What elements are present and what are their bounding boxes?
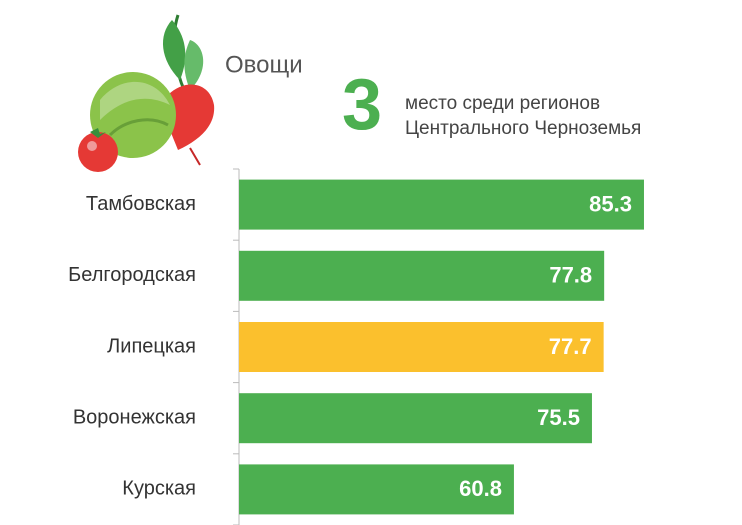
rank: 3	[342, 65, 382, 145]
bar	[239, 180, 644, 230]
category-label: Липецкая	[107, 335, 196, 357]
value-label: 75.5	[537, 405, 580, 430]
value-label: 77.7	[549, 334, 592, 359]
category-label: Курская	[122, 478, 196, 500]
subtitle: место среди регионов	[405, 93, 600, 114]
category-label: Тамбовская	[86, 193, 196, 215]
value-label: 77.8	[549, 263, 592, 288]
value-label: 60.8	[459, 476, 502, 501]
category-label: Белгородская	[68, 264, 196, 286]
vegetables-icon	[78, 15, 214, 172]
value-label: 85.3	[589, 191, 632, 216]
subtitle: Центрального Черноземья	[405, 118, 641, 139]
chart-title: Овощи	[225, 51, 303, 78]
chart: Овощи 3 место среди регионов Центральног…	[0, 0, 742, 525]
category-label: Воронежская	[73, 406, 196, 428]
